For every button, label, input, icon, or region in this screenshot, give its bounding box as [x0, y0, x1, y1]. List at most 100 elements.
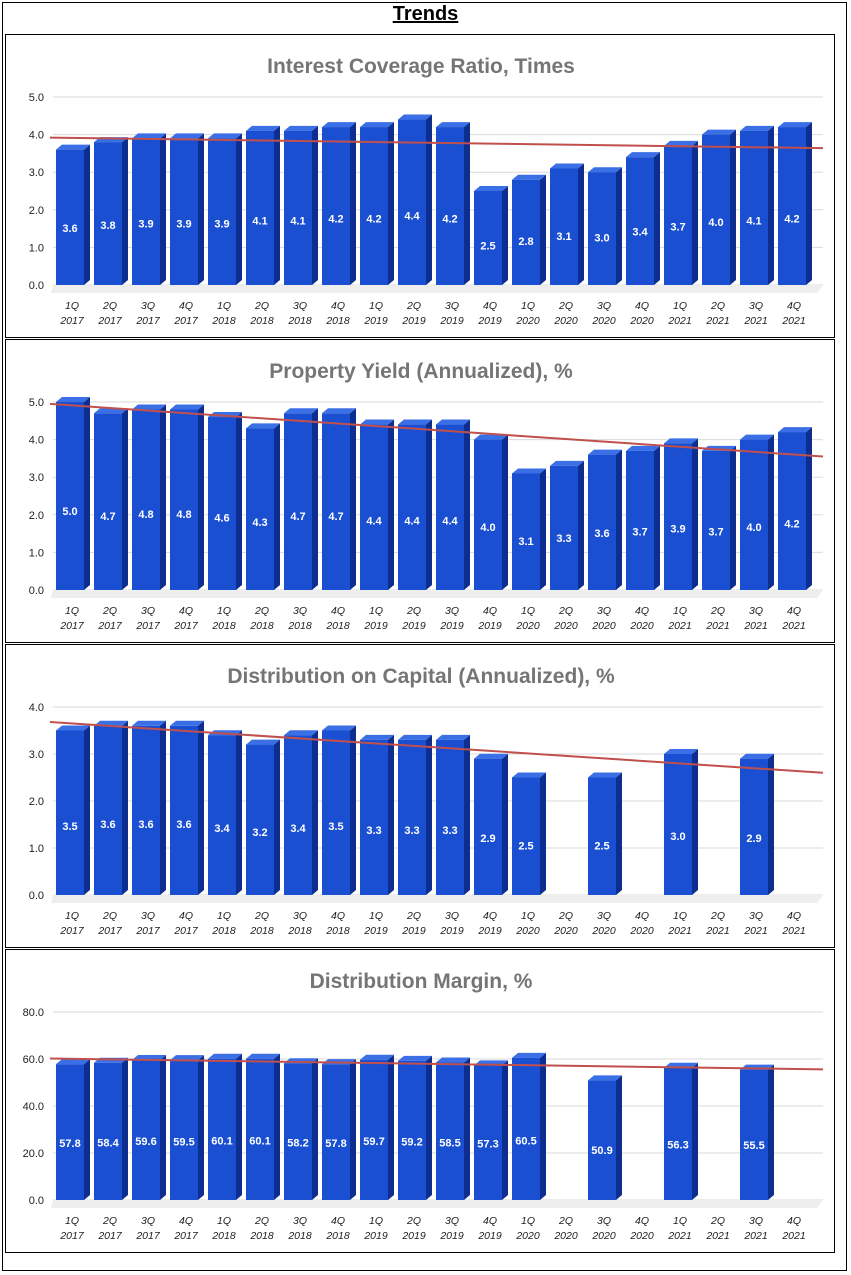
data-label: 2.5 [480, 241, 495, 253]
bar [740, 130, 768, 285]
data-label: 3.2 [252, 827, 267, 839]
x-tick-quarter: 4Q [179, 910, 193, 922]
bar [284, 130, 312, 285]
chart-title: Distribution Margin, % [310, 970, 533, 993]
x-tick-year: 2021 [781, 925, 805, 937]
bar [626, 157, 654, 285]
bar [170, 138, 198, 285]
bar [246, 428, 274, 590]
bar [284, 413, 312, 590]
bar [170, 725, 198, 895]
bar [94, 413, 122, 590]
x-tick-year: 2020 [591, 1230, 616, 1242]
x-tick-quarter: 3Q [749, 300, 763, 312]
x-tick-year: 2018 [249, 1230, 274, 1242]
x-tick-year: 2019 [363, 1230, 388, 1242]
bar [702, 450, 730, 590]
bar [132, 1059, 160, 1200]
bar-top [740, 434, 774, 440]
bar-side [654, 445, 660, 590]
x-tick-quarter: 1Q [217, 300, 231, 312]
data-label: 5.0 [62, 506, 77, 518]
bar-top [626, 445, 660, 451]
bar [512, 1057, 540, 1200]
bar-top [246, 125, 280, 131]
x-tick-quarter: 2Q [102, 910, 117, 922]
bar-side [654, 152, 660, 285]
x-tick-quarter: 2Q [102, 300, 117, 312]
bar [322, 730, 350, 895]
bar-side [198, 133, 204, 285]
data-label: 3.1 [556, 231, 571, 243]
bar [132, 138, 160, 285]
bar-top [170, 720, 204, 726]
x-tick-year: 2017 [173, 620, 199, 632]
x-tick-quarter: 4Q [635, 1215, 649, 1227]
bar [436, 739, 464, 895]
chart-floor [51, 895, 823, 903]
bar [132, 725, 160, 895]
bar-side [464, 419, 470, 590]
data-label: 50.9 [591, 1145, 612, 1157]
x-tick-quarter: 3Q [293, 300, 307, 312]
x-tick-quarter: 4Q [483, 1215, 497, 1227]
bar-top [474, 434, 508, 440]
bar-top [170, 404, 204, 410]
x-tick-quarter: 4Q [483, 300, 497, 312]
bar [398, 1060, 426, 1200]
bar [664, 1067, 692, 1200]
bar-side [388, 734, 394, 895]
data-label: 3.3 [366, 825, 381, 837]
x-tick-year: 2021 [667, 620, 691, 632]
bar-top [56, 397, 90, 402]
bar-side [692, 140, 698, 285]
bar-side [236, 133, 242, 285]
data-label: 56.3 [667, 1139, 688, 1151]
x-tick-year: 2018 [211, 620, 236, 632]
bar-top [132, 1054, 166, 1060]
bar-top [284, 408, 318, 414]
y-tick-label: 4.0 [29, 435, 44, 447]
bar [474, 758, 502, 895]
bar-side [350, 408, 356, 590]
data-label: 3.9 [138, 218, 153, 230]
x-tick-quarter: 2Q [406, 605, 421, 617]
x-tick-year: 2017 [173, 925, 199, 937]
chart-floor [51, 1200, 823, 1208]
x-tick-quarter: 1Q [217, 1215, 231, 1227]
data-label: 57.8 [325, 1138, 346, 1150]
bar-side [274, 1053, 280, 1200]
x-tick-year: 2018 [287, 620, 312, 632]
data-label: 4.4 [442, 516, 458, 528]
bar-top [550, 460, 584, 466]
x-tick-year: 2020 [591, 315, 616, 327]
bar-top [322, 122, 356, 128]
bar-side [84, 144, 90, 285]
data-label: 4.7 [100, 511, 115, 523]
trendline [49, 1057, 824, 1071]
y-tick-label: 0.0 [29, 280, 44, 292]
bar [398, 119, 426, 285]
bar [246, 130, 274, 285]
data-label: 4.1 [746, 215, 761, 227]
x-tick-year: 2021 [743, 1230, 767, 1242]
bar [436, 127, 464, 285]
data-label: 3.6 [176, 819, 191, 831]
x-tick-year: 2020 [553, 620, 578, 632]
x-tick-year: 2018 [287, 1230, 312, 1242]
x-tick-quarter: 4Q [331, 1215, 345, 1227]
data-label: 58.4 [97, 1137, 119, 1149]
x-tick-year: 2020 [515, 620, 540, 632]
bar [208, 735, 236, 895]
bar-top [436, 122, 470, 128]
x-tick-quarter: 4Q [787, 910, 801, 922]
x-tick-quarter: 3Q [445, 910, 459, 922]
x-tick-year: 2020 [553, 925, 578, 937]
bar-top [132, 720, 166, 726]
bar-top [436, 1057, 470, 1063]
bar-side [768, 1064, 774, 1200]
chart-floor [51, 285, 823, 293]
bar-top [56, 1059, 90, 1065]
bar-top [398, 419, 432, 425]
